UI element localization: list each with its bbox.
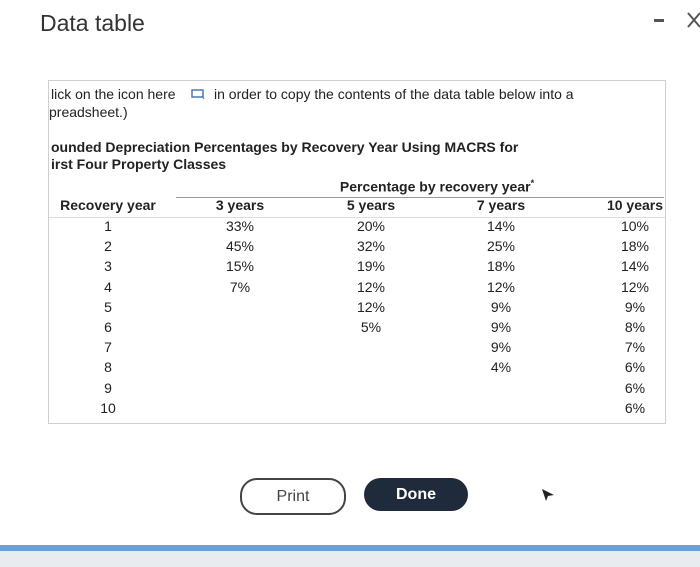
print-button[interactable]: Print: [240, 478, 346, 515]
table-cell: 9%: [490, 298, 512, 315]
table-cell: 4%: [490, 359, 512, 376]
table-cell: 20%: [356, 218, 386, 234]
group-header-text: Percentage by recovery year: [339, 178, 531, 195]
table-cell: 32%: [356, 238, 386, 255]
row-label: 9: [104, 379, 112, 396]
dialog-title: Data table: [40, 10, 145, 36]
row-label: 10: [100, 399, 116, 416]
table-cell: 7%: [229, 278, 251, 295]
table-cell: 19%: [356, 258, 386, 275]
table-cell: 18%: [620, 238, 650, 255]
table-cell: 12%: [620, 278, 650, 295]
table-cell: 15%: [225, 258, 255, 275]
column-header: 7 years: [476, 197, 526, 213]
row-label: 5: [104, 298, 112, 315]
copy-icon[interactable]: [190, 87, 206, 101]
table-title: ounded Depreciation Percentages by Recov…: [51, 139, 519, 155]
table-cell: 45%: [225, 238, 255, 255]
bottom-shade: [0, 551, 700, 567]
cursor: [542, 489, 554, 501]
table-cell: 8%: [624, 319, 646, 335]
table-cell: 10%: [620, 218, 650, 234]
content-box: lick on the icon here in order to copy t…: [48, 80, 666, 424]
table-cell: 6%: [624, 359, 646, 376]
group-header: Percentage by recovery year*: [340, 178, 534, 195]
group-rule: [176, 197, 664, 198]
table-cell: 33%: [225, 218, 255, 234]
table-cell: 6%: [624, 399, 646, 416]
header-rule: [49, 217, 665, 218]
column-header: 5 years: [346, 197, 396, 213]
table-cell: 7%: [624, 339, 646, 356]
table-cell: 9%: [490, 319, 512, 335]
footnote-mark: *: [530, 178, 535, 188]
close-icon[interactable]: [687, 12, 700, 28]
row-label: 4: [104, 278, 112, 295]
table-cell: 25%: [486, 238, 516, 255]
table-cell: 6%: [624, 379, 646, 396]
instruction-text: preadsheet.): [49, 104, 128, 120]
table-cell: 5%: [360, 319, 382, 335]
column-header: Recovery year: [60, 197, 156, 213]
instruction-text: lick on the icon here: [51, 86, 176, 102]
table-cell: 14%: [486, 218, 516, 234]
done-button[interactable]: Done: [364, 478, 468, 511]
table-cell: 9%: [490, 339, 512, 356]
table-cell: 12%: [356, 278, 386, 295]
row-label: 8: [104, 359, 112, 376]
row-label: 7: [104, 339, 112, 356]
instruction-text: in order to copy the contents of the dat…: [214, 86, 574, 102]
table-cell: 9%: [624, 298, 646, 315]
table-cell: 14%: [620, 258, 650, 275]
row-label: 2: [104, 238, 112, 255]
column-header: 3 years: [215, 197, 265, 213]
minimize-icon[interactable]: [654, 19, 664, 22]
row-label: 6: [104, 319, 112, 335]
row-label: 3: [104, 258, 112, 275]
window-controls: [654, 12, 700, 28]
table-title: irst Four Property Classes: [51, 156, 227, 172]
bottom-bar: [0, 545, 700, 551]
table-cell: 12%: [486, 278, 516, 295]
row-label: 1: [104, 218, 112, 234]
table-cell: 18%: [486, 258, 516, 275]
table-cell: 12%: [356, 298, 386, 315]
column-header: 10 years: [606, 197, 664, 213]
